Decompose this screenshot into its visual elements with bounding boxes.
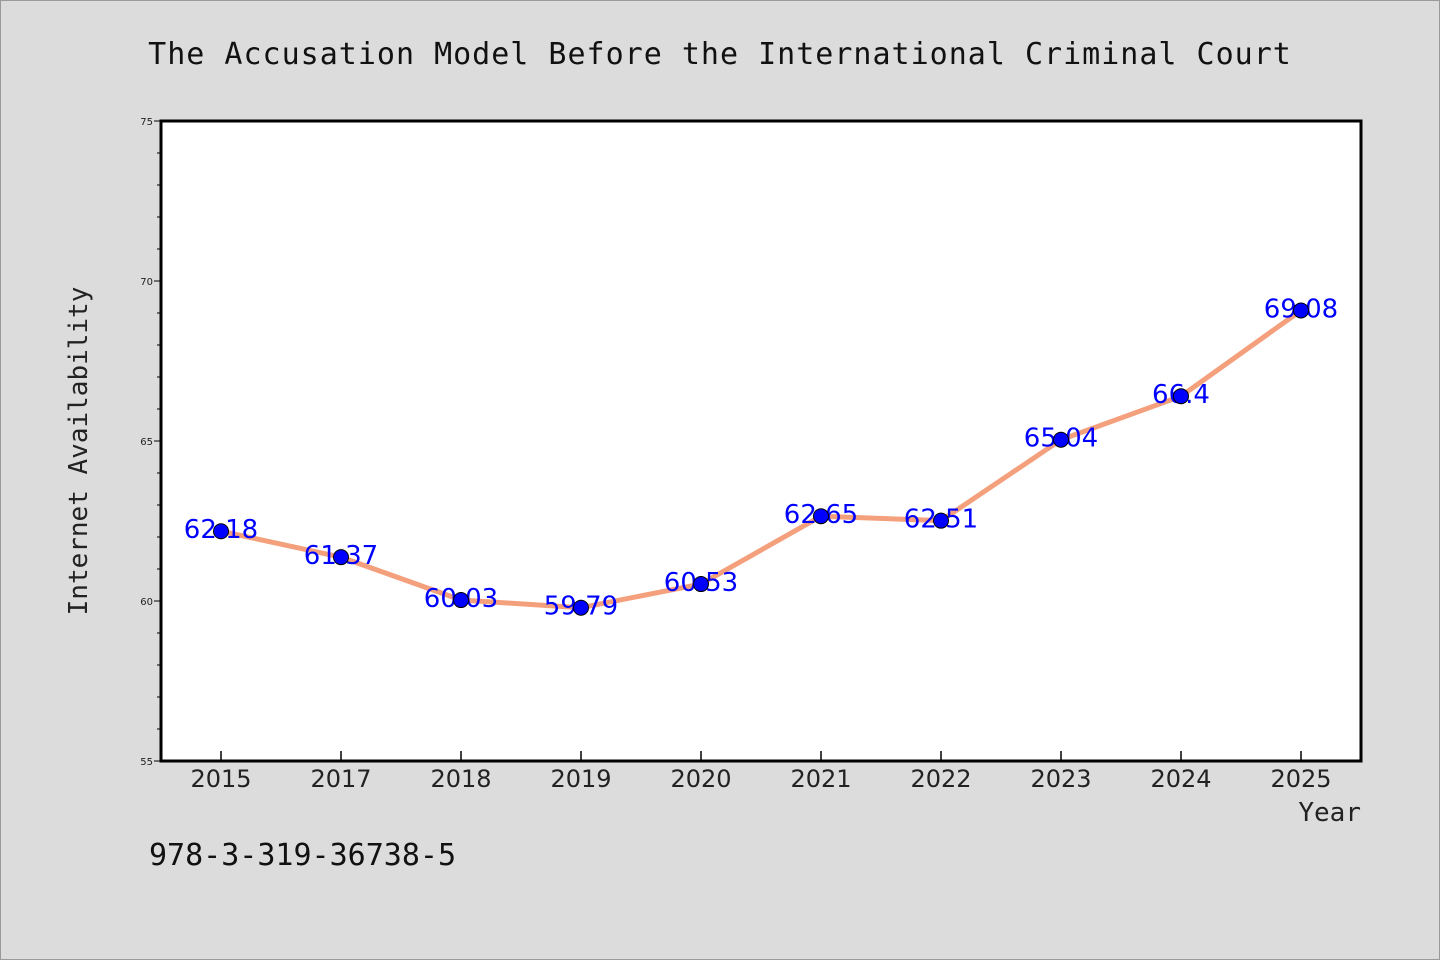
data-point-marker: [693, 576, 709, 593]
y-tick-label: 70: [140, 277, 153, 288]
data-point-marker: [333, 549, 349, 566]
x-tick-label: 2017: [310, 765, 371, 793]
series-line: [218, 307, 1304, 611]
data-point-marker: [1173, 388, 1189, 405]
chart-title: The Accusation Model Before the Internat…: [148, 37, 1292, 72]
x-tick-label: 2020: [670, 765, 731, 793]
x-tick-label: 2022: [910, 765, 971, 793]
x-tick-label: 2024: [1150, 765, 1211, 793]
plot-area: [159, 119, 1363, 763]
x-tick-label: 2015: [190, 765, 251, 793]
marker-layer: [213, 302, 1309, 616]
x-tick-label: 2025: [1270, 765, 1331, 793]
x-tick-label: 2021: [790, 765, 851, 793]
data-point-marker: [813, 508, 829, 525]
y-axis-ticks: 55 60 65 70 75: [140, 117, 161, 768]
x-tick-label: 2019: [550, 765, 611, 793]
data-point-marker: [933, 512, 949, 529]
data-point-marker: [453, 592, 469, 609]
x-tick-label: 2018: [430, 765, 491, 793]
x-axis-label: Year: [1298, 798, 1361, 828]
x-axis-ticks: 2015 2017 2018 2019 2020 2021 2022 2023 2024 2025: [190, 751, 1332, 793]
y-tick-label: 60: [140, 597, 153, 608]
data-point-marker: [1293, 302, 1309, 319]
x-tick-label: 2023: [1030, 765, 1091, 793]
isbn-note: 978-3-319-36738-5: [149, 838, 456, 873]
y-tick-label: 55: [140, 757, 153, 768]
data-point-marker: [573, 599, 589, 616]
y-tick-label: 65: [140, 437, 153, 448]
data-point-marker: [1053, 431, 1069, 448]
series-layer: [218, 307, 1304, 611]
y-axis-label: Internet Availability: [64, 287, 94, 616]
y-tick-label: 75: [140, 117, 153, 128]
data-point-marker: [213, 523, 229, 540]
